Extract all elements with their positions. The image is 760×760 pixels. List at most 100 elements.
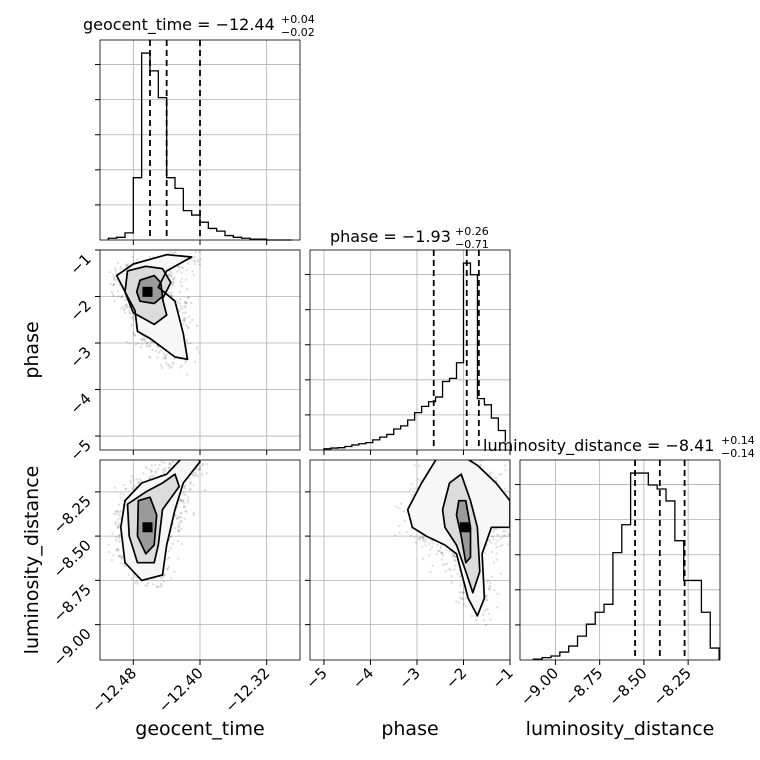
xtick-label-phase-3: −2: [442, 664, 470, 692]
sample-point: [125, 487, 128, 491]
sample-point: [437, 549, 440, 553]
sample-point: [162, 575, 165, 579]
svg-text:phase = −1.93: phase = −1.93: [330, 227, 451, 246]
sample-point: [485, 544, 488, 547]
sample-point: [176, 300, 179, 303]
sample-point: [121, 293, 124, 297]
sample-point: [120, 556, 123, 560]
sample-point: [182, 498, 185, 502]
sample-point: [192, 511, 195, 515]
sample-point: [511, 515, 513, 517]
sample-point: [182, 457, 184, 459]
sample-point: [114, 267, 117, 270]
sample-point: [125, 306, 129, 309]
sample-point: [403, 519, 406, 523]
sample-point: [186, 499, 190, 502]
sample-point: [180, 519, 183, 523]
contour-level-1: [441, 473, 481, 594]
sample-point: [188, 477, 191, 480]
sample-point: [131, 255, 134, 258]
sample-point: [501, 543, 504, 547]
sample-point: [137, 480, 140, 484]
sample-point: [464, 605, 468, 608]
sample-point: [114, 520, 117, 524]
sample-point: [200, 457, 202, 459]
sample-point: [166, 567, 169, 570]
sample-point: [458, 596, 462, 599]
sample-point: [187, 296, 190, 299]
sample-point: [177, 525, 180, 529]
ytick-label-phase-4: −1: [66, 250, 94, 278]
sample-point: [439, 546, 442, 550]
sample-point: [189, 341, 192, 345]
sample-point: [112, 283, 116, 286]
sample-point: [111, 293, 115, 296]
sample-point: [135, 478, 138, 481]
sample-point: [183, 505, 186, 509]
sample-point: [502, 535, 505, 538]
sample-point: [116, 526, 120, 529]
contour-level-0: [135, 274, 164, 305]
sample-point: [131, 488, 135, 491]
sample-point: [119, 562, 123, 565]
sample-point: [112, 283, 116, 286]
sample-point: [116, 525, 120, 528]
sample-point: [470, 454, 472, 456]
sample-point: [185, 301, 188, 304]
sample-point: [123, 309, 126, 312]
ytick-label-phase-3: −2: [66, 297, 94, 325]
contour-level-1: [124, 265, 172, 326]
sample-point: [170, 365, 173, 369]
sample-point: [183, 456, 185, 458]
sample-point: [184, 311, 188, 314]
sample-point: [117, 534, 121, 538]
sample-point: [136, 580, 139, 583]
sample-point: [185, 288, 189, 291]
sample-point: [422, 536, 425, 539]
sample-point: [495, 558, 499, 561]
sample-point: [438, 451, 440, 453]
sample-point: [144, 584, 147, 587]
sample-point: [485, 599, 488, 602]
sample-point: [461, 591, 464, 594]
sample-point: [159, 585, 162, 588]
sample-point: [166, 568, 169, 571]
sample-point: [113, 299, 117, 303]
sample-point: [198, 455, 200, 457]
sample-point: [192, 259, 195, 262]
sample-point: [180, 307, 184, 310]
sample-point: [511, 504, 513, 506]
sample-point: [195, 453, 197, 455]
sample-point: [488, 540, 491, 543]
sample-point: [189, 482, 192, 485]
sample-point: [170, 251, 173, 254]
sample-point: [413, 463, 416, 467]
sample-point: [160, 584, 163, 587]
sample-point: [115, 278, 118, 282]
title-phase-plus: +0.26: [455, 225, 489, 238]
sample-point: [115, 513, 118, 516]
sample-point: [116, 518, 120, 521]
sample-point: [435, 552, 439, 556]
sample-point: [168, 366, 172, 370]
sample-point: [184, 487, 187, 490]
sample-point: [178, 265, 181, 268]
sample-point: [130, 486, 134, 489]
sample-point: [154, 471, 157, 474]
sample-point: [149, 341, 152, 344]
sample-point: [470, 614, 473, 618]
sample-point: [120, 295, 123, 299]
sample-point: [491, 535, 495, 538]
sample-point: [150, 340, 153, 344]
sample-point: [188, 481, 192, 484]
sample-point: [441, 551, 444, 554]
sample-point: [174, 457, 176, 459]
sample-point: [466, 452, 468, 454]
sample-point: [440, 456, 442, 458]
sample-point: [118, 540, 121, 543]
sample-point: [169, 453, 171, 455]
sample-point: [134, 581, 137, 584]
sample-point: [150, 469, 153, 472]
sample-point: [159, 349, 162, 352]
sample-point: [191, 473, 194, 476]
